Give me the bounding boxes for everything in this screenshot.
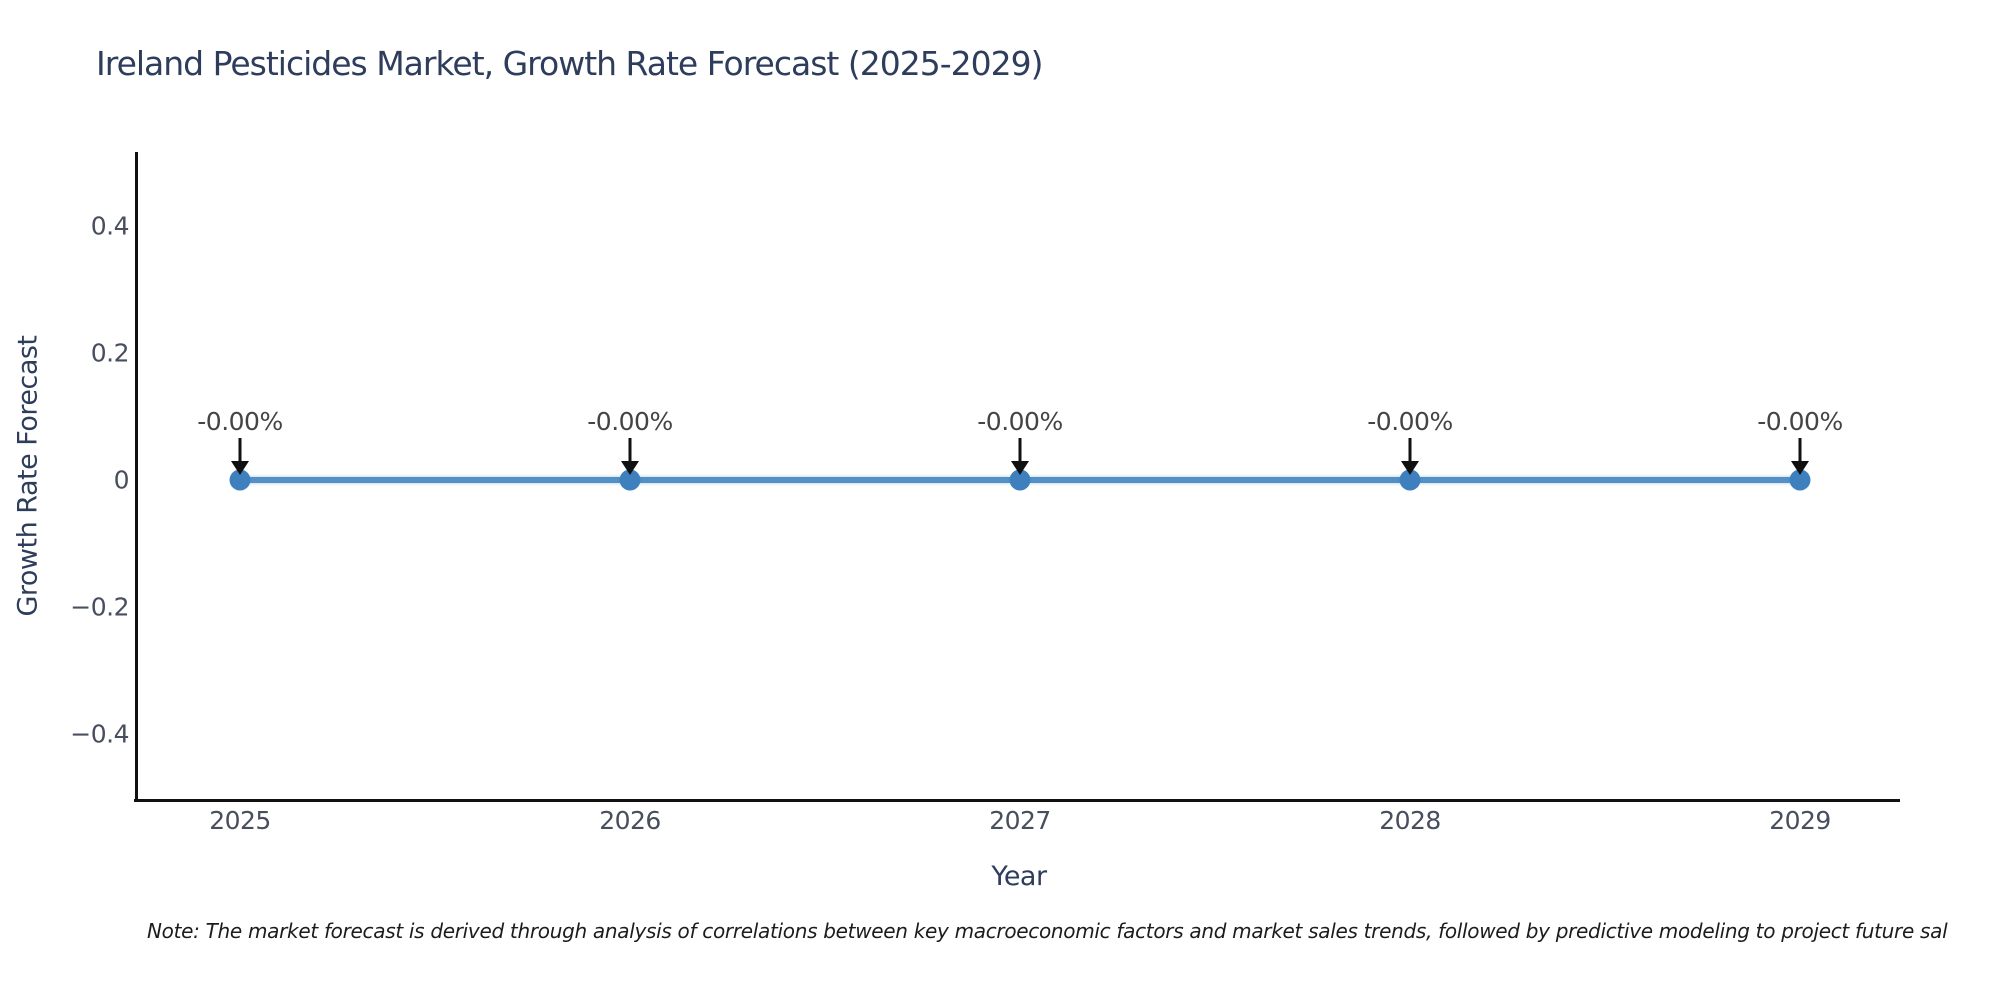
- annotation-arrow-stem: [1798, 438, 1802, 462]
- annotation-arrow-head: [1401, 461, 1419, 475]
- y-axis-line: [135, 152, 138, 802]
- annotation-arrow-head: [621, 461, 639, 475]
- annotation-label: -0.00%: [1367, 407, 1453, 436]
- y-tick-label: −0.2: [70, 592, 129, 622]
- y-tick-label: 0: [113, 465, 130, 495]
- annotation-arrow-stem: [628, 438, 632, 462]
- x-tick-label: 2027: [989, 806, 1051, 835]
- annotation-arrow-head: [1011, 461, 1029, 475]
- annotation-label: -0.00%: [197, 407, 283, 436]
- x-tick-label: 2026: [599, 806, 661, 835]
- x-tick-label: 2029: [1769, 806, 1831, 835]
- y-tick-label: 0.4: [90, 211, 130, 241]
- annotation-arrow-stem: [1018, 438, 1022, 462]
- annotation-label: -0.00%: [1757, 407, 1843, 436]
- annotation-arrow-head: [231, 461, 249, 475]
- annotation-label: -0.00%: [587, 407, 673, 436]
- chart-title: Ireland Pesticides Market, Growth Rate F…: [96, 44, 1043, 83]
- annotation-arrow-stem: [238, 438, 242, 462]
- x-axis-line: [134, 799, 1900, 802]
- footnote: Note: The market forecast is derived thr…: [147, 919, 1948, 943]
- annotation-label: -0.00%: [977, 407, 1063, 436]
- x-tick-label: 2025: [209, 806, 271, 835]
- y-tick-label: 0.2: [90, 338, 130, 368]
- y-axis-title: Growth Rate Forecast: [12, 335, 44, 617]
- annotation-arrow-stem: [1408, 438, 1412, 462]
- y-tick-label: −0.4: [70, 719, 129, 749]
- x-axis-title: Year: [991, 861, 1047, 892]
- x-tick-label: 2028: [1379, 806, 1441, 835]
- annotation-arrow-head: [1791, 461, 1809, 475]
